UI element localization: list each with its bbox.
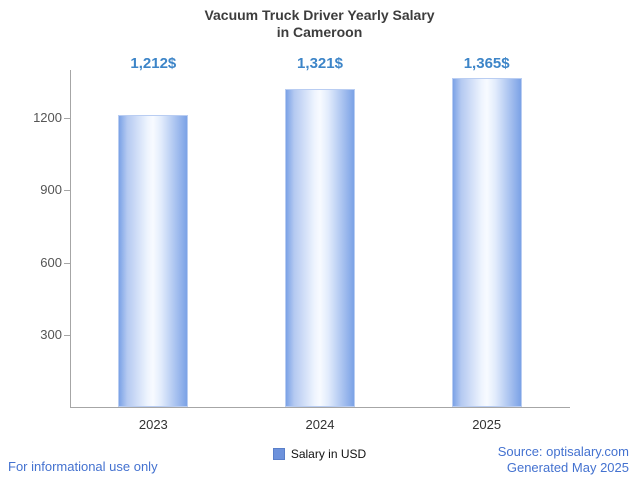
x-tick-label-2024: 2024 [305,417,335,432]
legend-swatch-icon [272,448,285,460]
bar-value-label-2024: 1,321$ [297,55,343,72]
generated-date: Generated May 2025 [506,460,629,475]
chart-title-line1: Vacuum Truck Driver Yearly Salary [204,7,435,23]
y-tick-mark [64,190,70,192]
source-link[interactable]: Source: optisalary.com [497,444,629,459]
y-tick-mark [64,262,70,264]
footer-source-block: Source: optisalary.com Generated May 202… [498,444,629,476]
chart-legend: Salary in USD [0,447,639,461]
bar-2023[interactable] [118,115,189,407]
bar-value-label-2025: 1,365$ [463,55,510,72]
y-axis-line [70,70,71,407]
y-tick-mark [64,118,70,120]
disclaimer-text: For informational use only [8,459,158,474]
chart-title: Vacuum Truck Driver Yearly Salary in Cam… [0,7,639,41]
chart-title-line2: in Cameroon [276,24,363,40]
bar-value-label-2023: 1,212$ [130,55,177,72]
legend-label: Salary in USD [290,447,367,461]
y-tick-label: 900 [40,182,62,198]
x-tick-label-2023: 2023 [138,417,168,432]
x-tick-label-2025: 2025 [472,417,502,432]
y-tick-label: 300 [40,326,62,342]
x-axis-line [70,407,570,408]
bar-2025[interactable] [451,78,522,407]
bar-2024[interactable] [285,89,355,407]
y-tick-mark [64,334,70,336]
y-tick-label: 1200 [33,110,62,126]
y-tick-label: 600 [40,254,62,270]
